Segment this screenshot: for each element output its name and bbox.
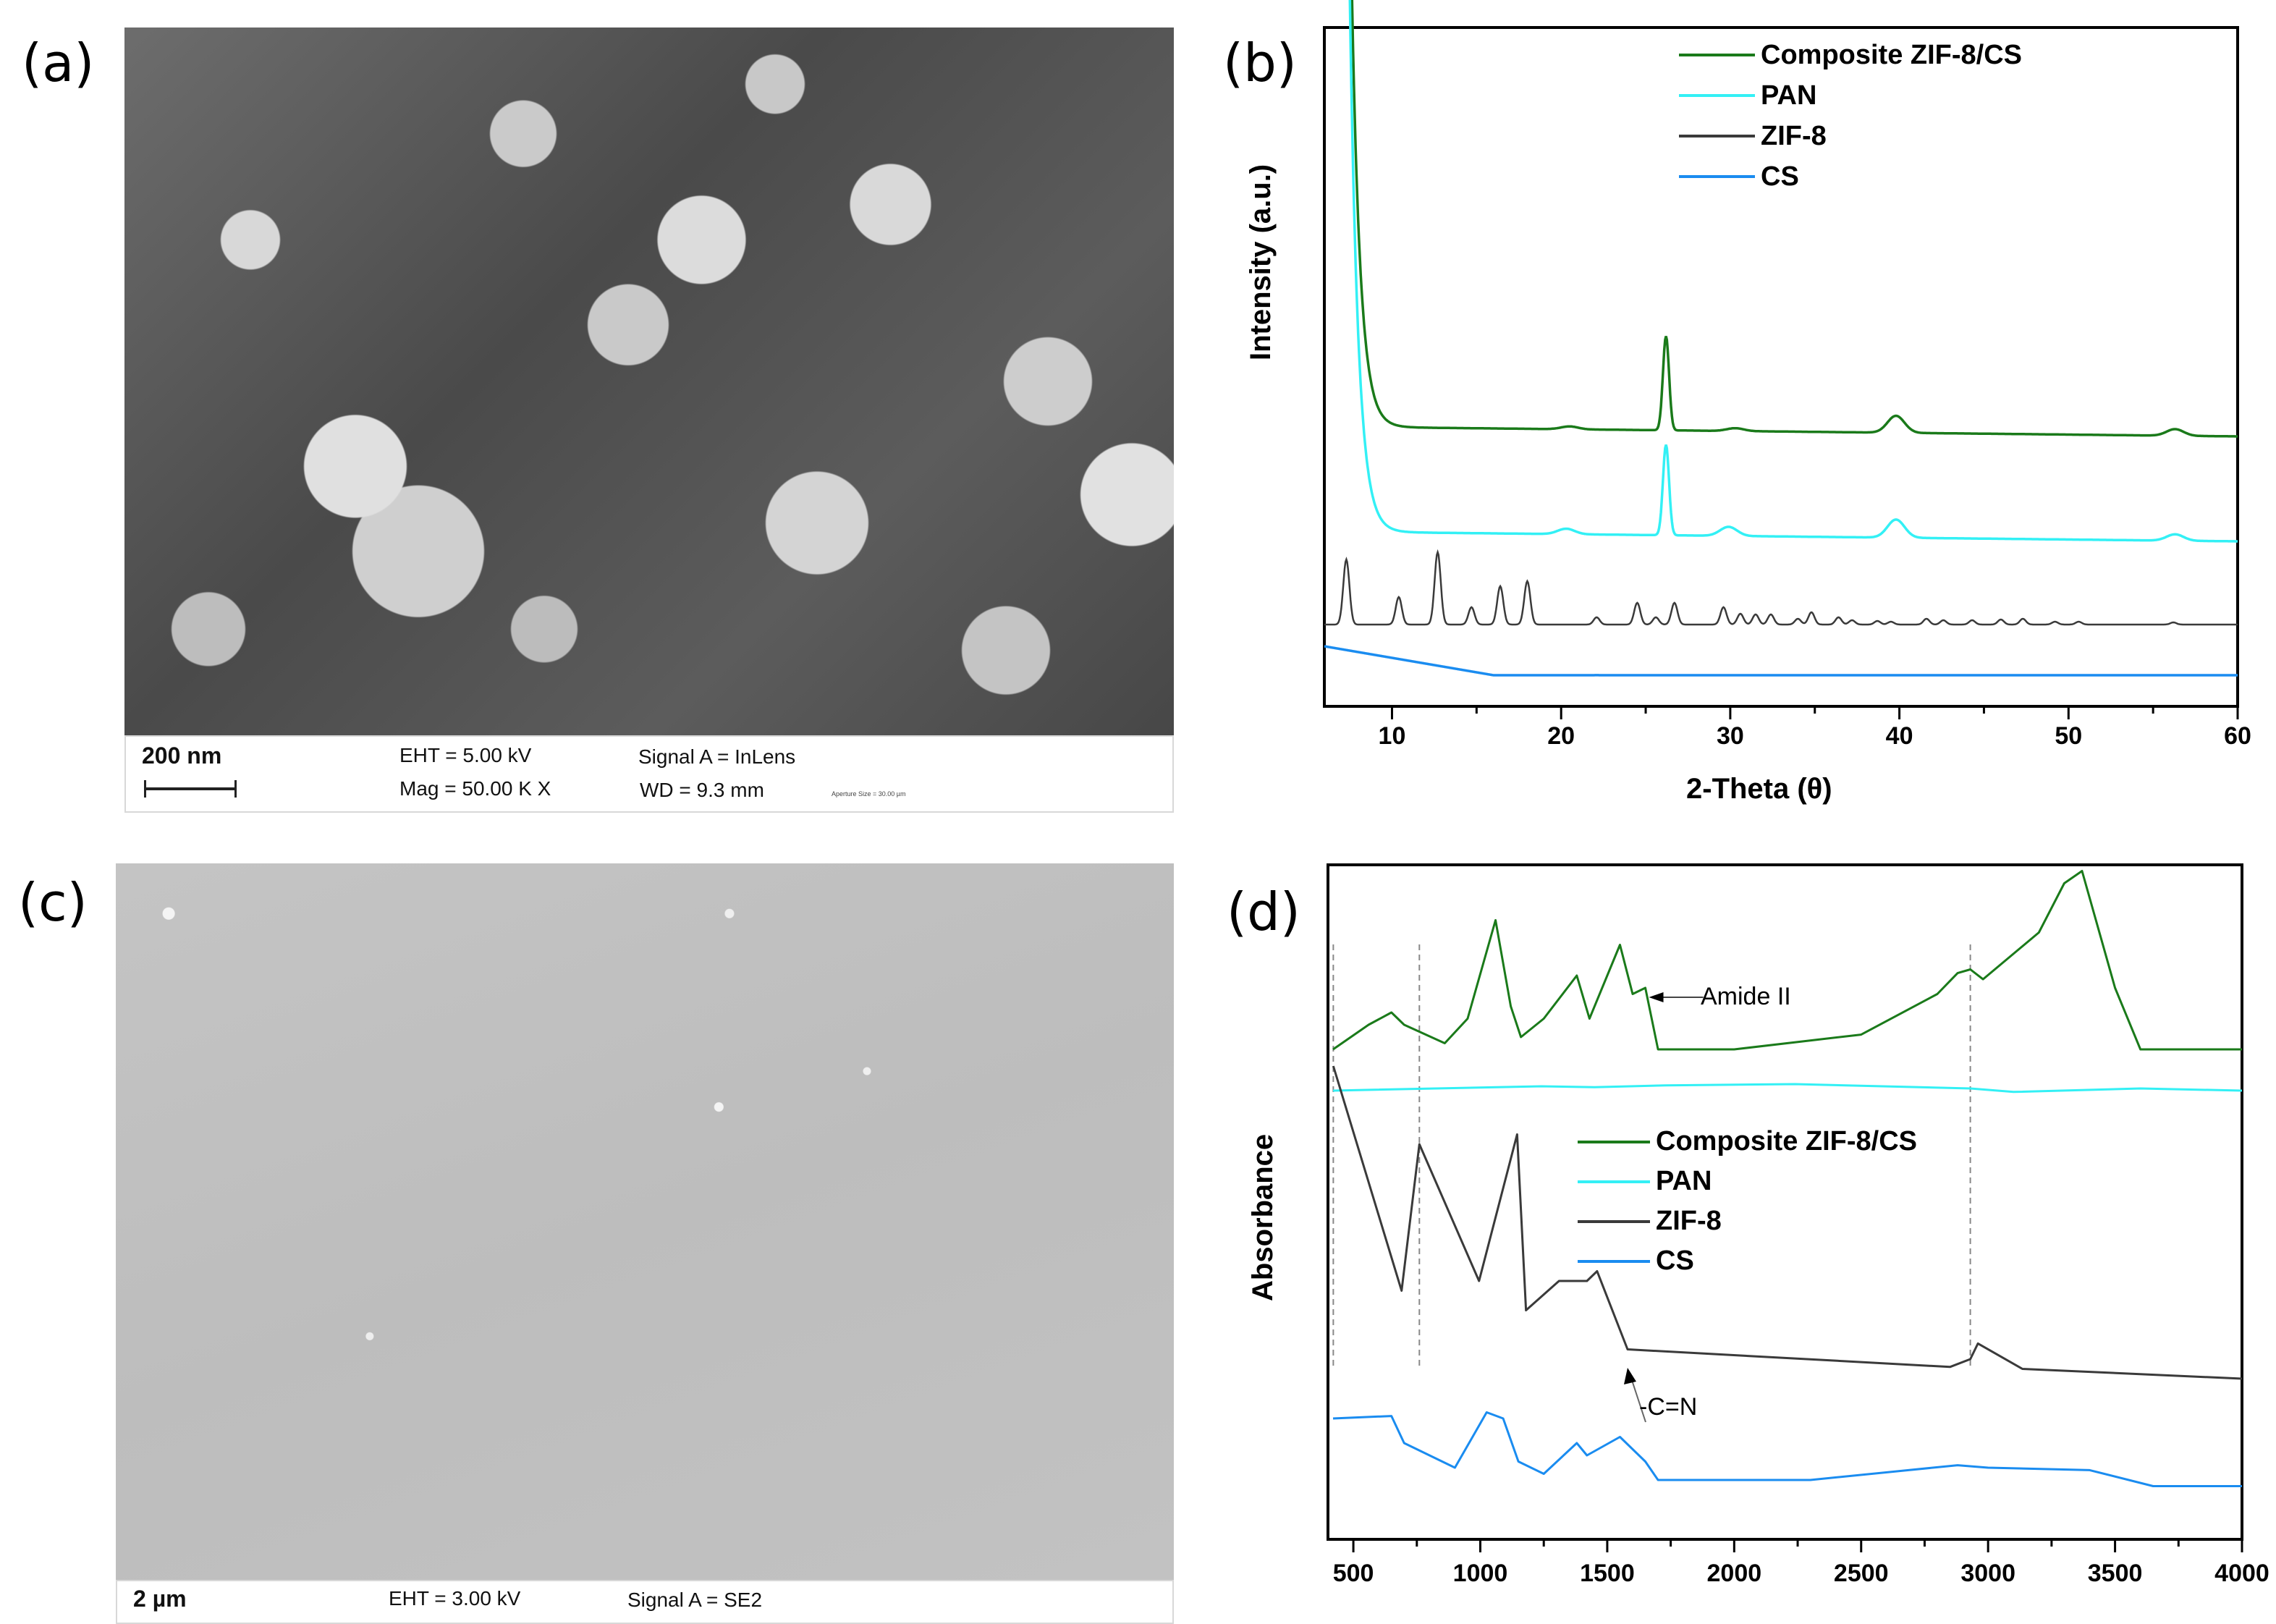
x-tick-label: 3500	[2087, 1560, 2143, 1587]
x-tick-label: 10	[1378, 722, 1406, 750]
legend-item-composite: Composite ZIF-8/CS	[1679, 35, 2022, 75]
legend-line-icon	[1679, 94, 1755, 97]
y-axis-title: Intensity (a.u.)	[1245, 164, 1277, 360]
ftir-legend: Composite ZIF-8/CS PAN ZIF-8 CS	[1578, 1122, 1917, 1281]
legend-item-cs: CS	[1679, 156, 2022, 197]
plot-frame	[1323, 26, 2239, 708]
x-tick-label: 20	[1547, 722, 1575, 750]
x-tick-label: 50	[2055, 722, 2083, 750]
legend-label: ZIF-8	[1761, 120, 1827, 151]
x-tick-label: 2500	[1833, 1560, 1889, 1587]
x-tick-label: 4000	[2214, 1560, 2269, 1587]
sem-image-zif8: 200 nm EHT = 5.00 kV Mag = 50.00 K X Sig…	[124, 28, 1174, 813]
x-tick-label: 2000	[1706, 1560, 1762, 1587]
series-line-cs	[1332, 1411, 2242, 1487]
sem-databar: 2 µm EHT = 3.00 kV Signal A = SE2	[116, 1580, 1174, 1624]
ftir-plot-area	[1327, 863, 2243, 1552]
wd-value: WD = 9.3 mm	[640, 779, 764, 801]
legend-line-icon	[1578, 1259, 1650, 1263]
series-line-pan	[1348, 0, 2238, 543]
series-line-composite-zif-8-cs	[1350, 0, 2238, 438]
mag-value: Mag = 50.00 K X	[399, 777, 551, 800]
series-line-pan	[1332, 1083, 2243, 1094]
legend-label: Composite ZIF-8/CS	[1761, 39, 2023, 70]
scale-label: 200 nm	[142, 743, 222, 769]
legend-item-pan: PAN	[1578, 1162, 1917, 1201]
x-tick-label: 40	[1885, 722, 1913, 750]
scale-label: 2 µm	[133, 1586, 187, 1612]
legend-item-zif8: ZIF-8	[1578, 1201, 1917, 1241]
eht-value: EHT = 3.00 kV	[389, 1587, 521, 1610]
aperture-value: Aperture Size = 30.00 µm	[832, 790, 906, 798]
legend-line-icon	[1578, 1140, 1650, 1143]
ftir-chart: Composite ZIF-8/CS PAN ZIF-8 CS Amide II…	[1247, 863, 2269, 1587]
sem-image-membrane: 2 µm EHT = 3.00 kV Signal A = SE2	[116, 863, 1174, 1624]
plot-frame	[1327, 863, 2243, 1541]
legend-label: CS	[1761, 161, 1799, 192]
legend-label: PAN	[1656, 1166, 1712, 1196]
panel-label-a: (a)	[22, 33, 95, 93]
series-line-zif-8	[1324, 549, 2238, 626]
legend-line-icon	[1578, 1219, 1650, 1223]
x-tick-label: 1000	[1452, 1560, 1508, 1587]
x-tick-label: 500	[1332, 1560, 1374, 1587]
legend-label: Composite ZIF-8/CS	[1656, 1126, 1918, 1156]
x-axis-title: 2-Theta (θ)	[1686, 773, 1832, 805]
signal-value: Signal A = SE2	[627, 1589, 763, 1611]
legend-item-cs: CS	[1578, 1241, 1917, 1281]
signal-value: Signal A = InLens	[638, 745, 796, 768]
x-tick-label: 60	[2224, 722, 2251, 750]
panel-label-b: (b)	[1223, 33, 1297, 93]
arrowhead-icon	[1649, 992, 1664, 1002]
legend-item-composite: Composite ZIF-8/CS	[1578, 1122, 1917, 1162]
scale-bar	[144, 780, 237, 798]
panel-label-c: (c)	[18, 872, 88, 933]
series-line-zif-8	[1332, 1065, 2243, 1380]
legend-line-icon	[1679, 175, 1755, 178]
x-tick-label: 30	[1716, 722, 1744, 750]
x-tick-label: 1500	[1580, 1560, 1635, 1587]
sem-databar: 200 nm EHT = 5.00 kV Mag = 50.00 K X Sig…	[124, 735, 1174, 813]
eht-value: EHT = 5.00 kV	[399, 744, 532, 766]
x-tick-label: 3000	[1960, 1560, 2015, 1587]
legend-item-zif8: ZIF-8	[1679, 116, 2022, 156]
legend-line-icon	[1679, 135, 1755, 138]
series-line-cs	[1324, 645, 2238, 677]
panel-label-d: (d)	[1227, 881, 1300, 942]
sem-micrograph	[124, 28, 1174, 735]
legend-line-icon	[1578, 1180, 1650, 1183]
legend-item-pan: PAN	[1679, 75, 2022, 116]
annotation-c-n: -C=N	[1639, 1393, 1698, 1421]
sem-micrograph	[116, 863, 1174, 1580]
y-axis-title: Absorbance	[1247, 1133, 1279, 1301]
annotation-amide-ii: Amide II	[1701, 983, 1791, 1010]
series-line-composite-zif-8-cs	[1332, 870, 2242, 1051]
legend-label: PAN	[1761, 80, 1817, 111]
xrd-plot-area	[1323, 0, 2239, 719]
legend-line-icon	[1679, 54, 1755, 56]
xrd-chart: Composite ZIF-8/CS PAN ZIF-8 CS 10 20 30 40…	[1245, 0, 2251, 805]
legend-label: ZIF-8	[1656, 1206, 1722, 1236]
legend-label: CS	[1656, 1246, 1694, 1276]
arrowhead-icon	[1623, 1368, 1636, 1384]
xrd-legend: Composite ZIF-8/CS PAN ZIF-8 CS	[1679, 35, 2022, 197]
